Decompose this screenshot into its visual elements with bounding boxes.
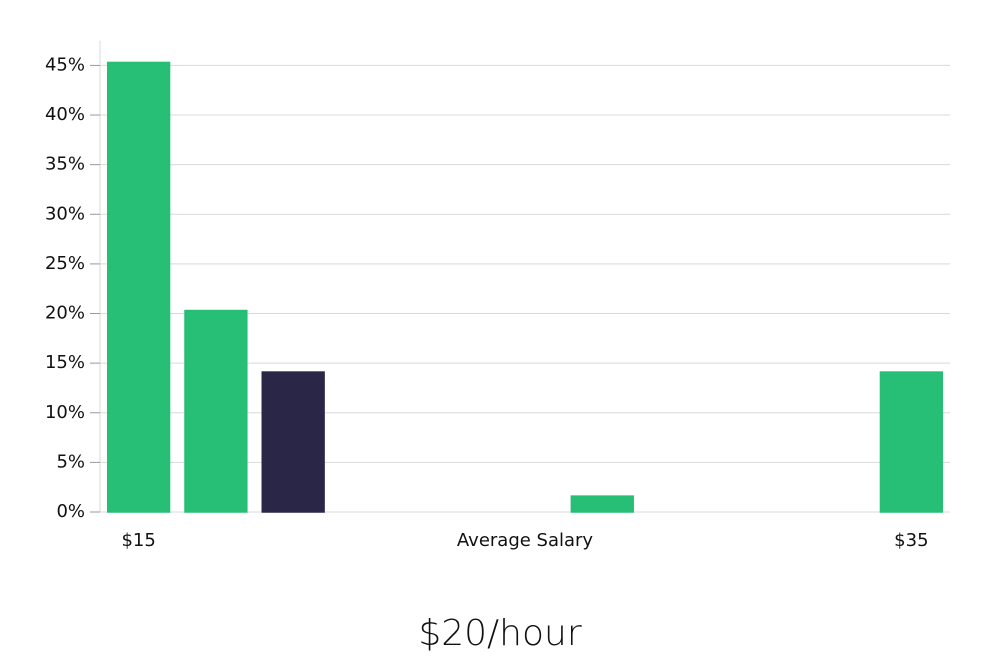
x-tick-label: $15 xyxy=(121,530,155,551)
annotation: $20/hour xyxy=(418,613,582,654)
x-axis-label: Average Salary xyxy=(457,530,594,551)
y-tick-label: 20% xyxy=(45,303,85,324)
y-tick-label: 25% xyxy=(45,253,85,274)
y-tick-label: 40% xyxy=(45,104,85,125)
y-tick-label: 0% xyxy=(56,501,85,522)
y-tick-label: 35% xyxy=(45,154,85,175)
y-tick-label: 5% xyxy=(56,451,85,472)
y-tick-label: 45% xyxy=(45,54,85,75)
y-tick-label: 10% xyxy=(45,402,85,423)
bar xyxy=(184,309,248,513)
y-tick-label: 30% xyxy=(45,203,85,224)
bar xyxy=(106,61,171,513)
x-tick-label: $35 xyxy=(894,530,928,551)
bar xyxy=(879,371,944,513)
y-tick-label: 15% xyxy=(45,352,85,373)
bar xyxy=(261,371,325,513)
bar xyxy=(570,495,634,513)
